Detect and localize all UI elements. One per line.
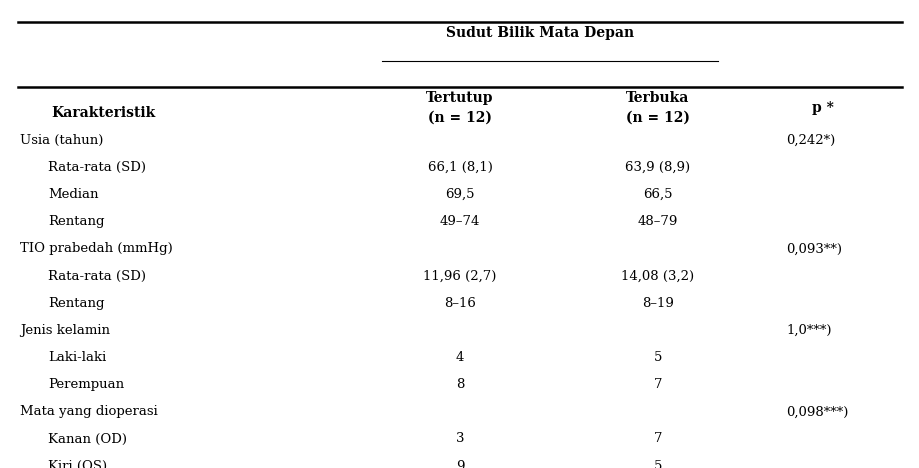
Text: 0,242*): 0,242*) <box>786 134 835 147</box>
Text: 5: 5 <box>652 460 662 468</box>
Text: Laki-laki: Laki-laki <box>48 351 106 364</box>
Text: Kanan (OD): Kanan (OD) <box>48 432 127 446</box>
Text: Rentang: Rentang <box>48 297 104 310</box>
Text: 7: 7 <box>652 378 662 391</box>
Text: 66,5: 66,5 <box>642 188 672 201</box>
Text: 0,098***): 0,098***) <box>786 405 848 418</box>
Text: 5: 5 <box>652 351 662 364</box>
Text: Jenis kelamin: Jenis kelamin <box>20 324 110 337</box>
Text: 9: 9 <box>455 460 464 468</box>
Text: Tertutup
(n = 12): Tertutup (n = 12) <box>425 91 494 124</box>
Text: 49–74: 49–74 <box>439 215 480 228</box>
Text: 4: 4 <box>455 351 464 364</box>
Text: Rata-rata (SD): Rata-rata (SD) <box>48 270 146 283</box>
Text: 8: 8 <box>455 378 464 391</box>
Text: Rentang: Rentang <box>48 215 104 228</box>
Text: Kiri (OS): Kiri (OS) <box>48 460 107 468</box>
Text: p *: p * <box>811 101 834 115</box>
Text: 8–19: 8–19 <box>641 297 673 310</box>
Text: 48–79: 48–79 <box>637 215 677 228</box>
Text: 8–16: 8–16 <box>444 297 475 310</box>
Text: 69,5: 69,5 <box>445 188 474 201</box>
Text: 11,96 (2,7): 11,96 (2,7) <box>423 270 496 283</box>
Text: 66,1 (8,1): 66,1 (8,1) <box>427 161 492 174</box>
Text: Median: Median <box>48 188 98 201</box>
Text: 1,0***): 1,0***) <box>786 324 831 337</box>
Text: 7: 7 <box>652 432 662 446</box>
Text: TIO prabedah (mmHg): TIO prabedah (mmHg) <box>20 242 173 256</box>
Text: Mata yang dioperasi: Mata yang dioperasi <box>20 405 158 418</box>
Text: Perempuan: Perempuan <box>48 378 124 391</box>
Text: Usia (tahun): Usia (tahun) <box>20 134 104 147</box>
Text: Sudut Bilik Mata Depan: Sudut Bilik Mata Depan <box>446 26 634 40</box>
Text: 3: 3 <box>455 432 464 446</box>
Text: 0,093**): 0,093**) <box>786 242 842 256</box>
Text: Terbuka
(n = 12): Terbuka (n = 12) <box>625 91 689 124</box>
Text: 14,08 (3,2): 14,08 (3,2) <box>620 270 694 283</box>
Text: 63,9 (8,9): 63,9 (8,9) <box>625 161 689 174</box>
Text: Rata-rata (SD): Rata-rata (SD) <box>48 161 146 174</box>
Text: Karakteristik: Karakteristik <box>51 106 155 120</box>
